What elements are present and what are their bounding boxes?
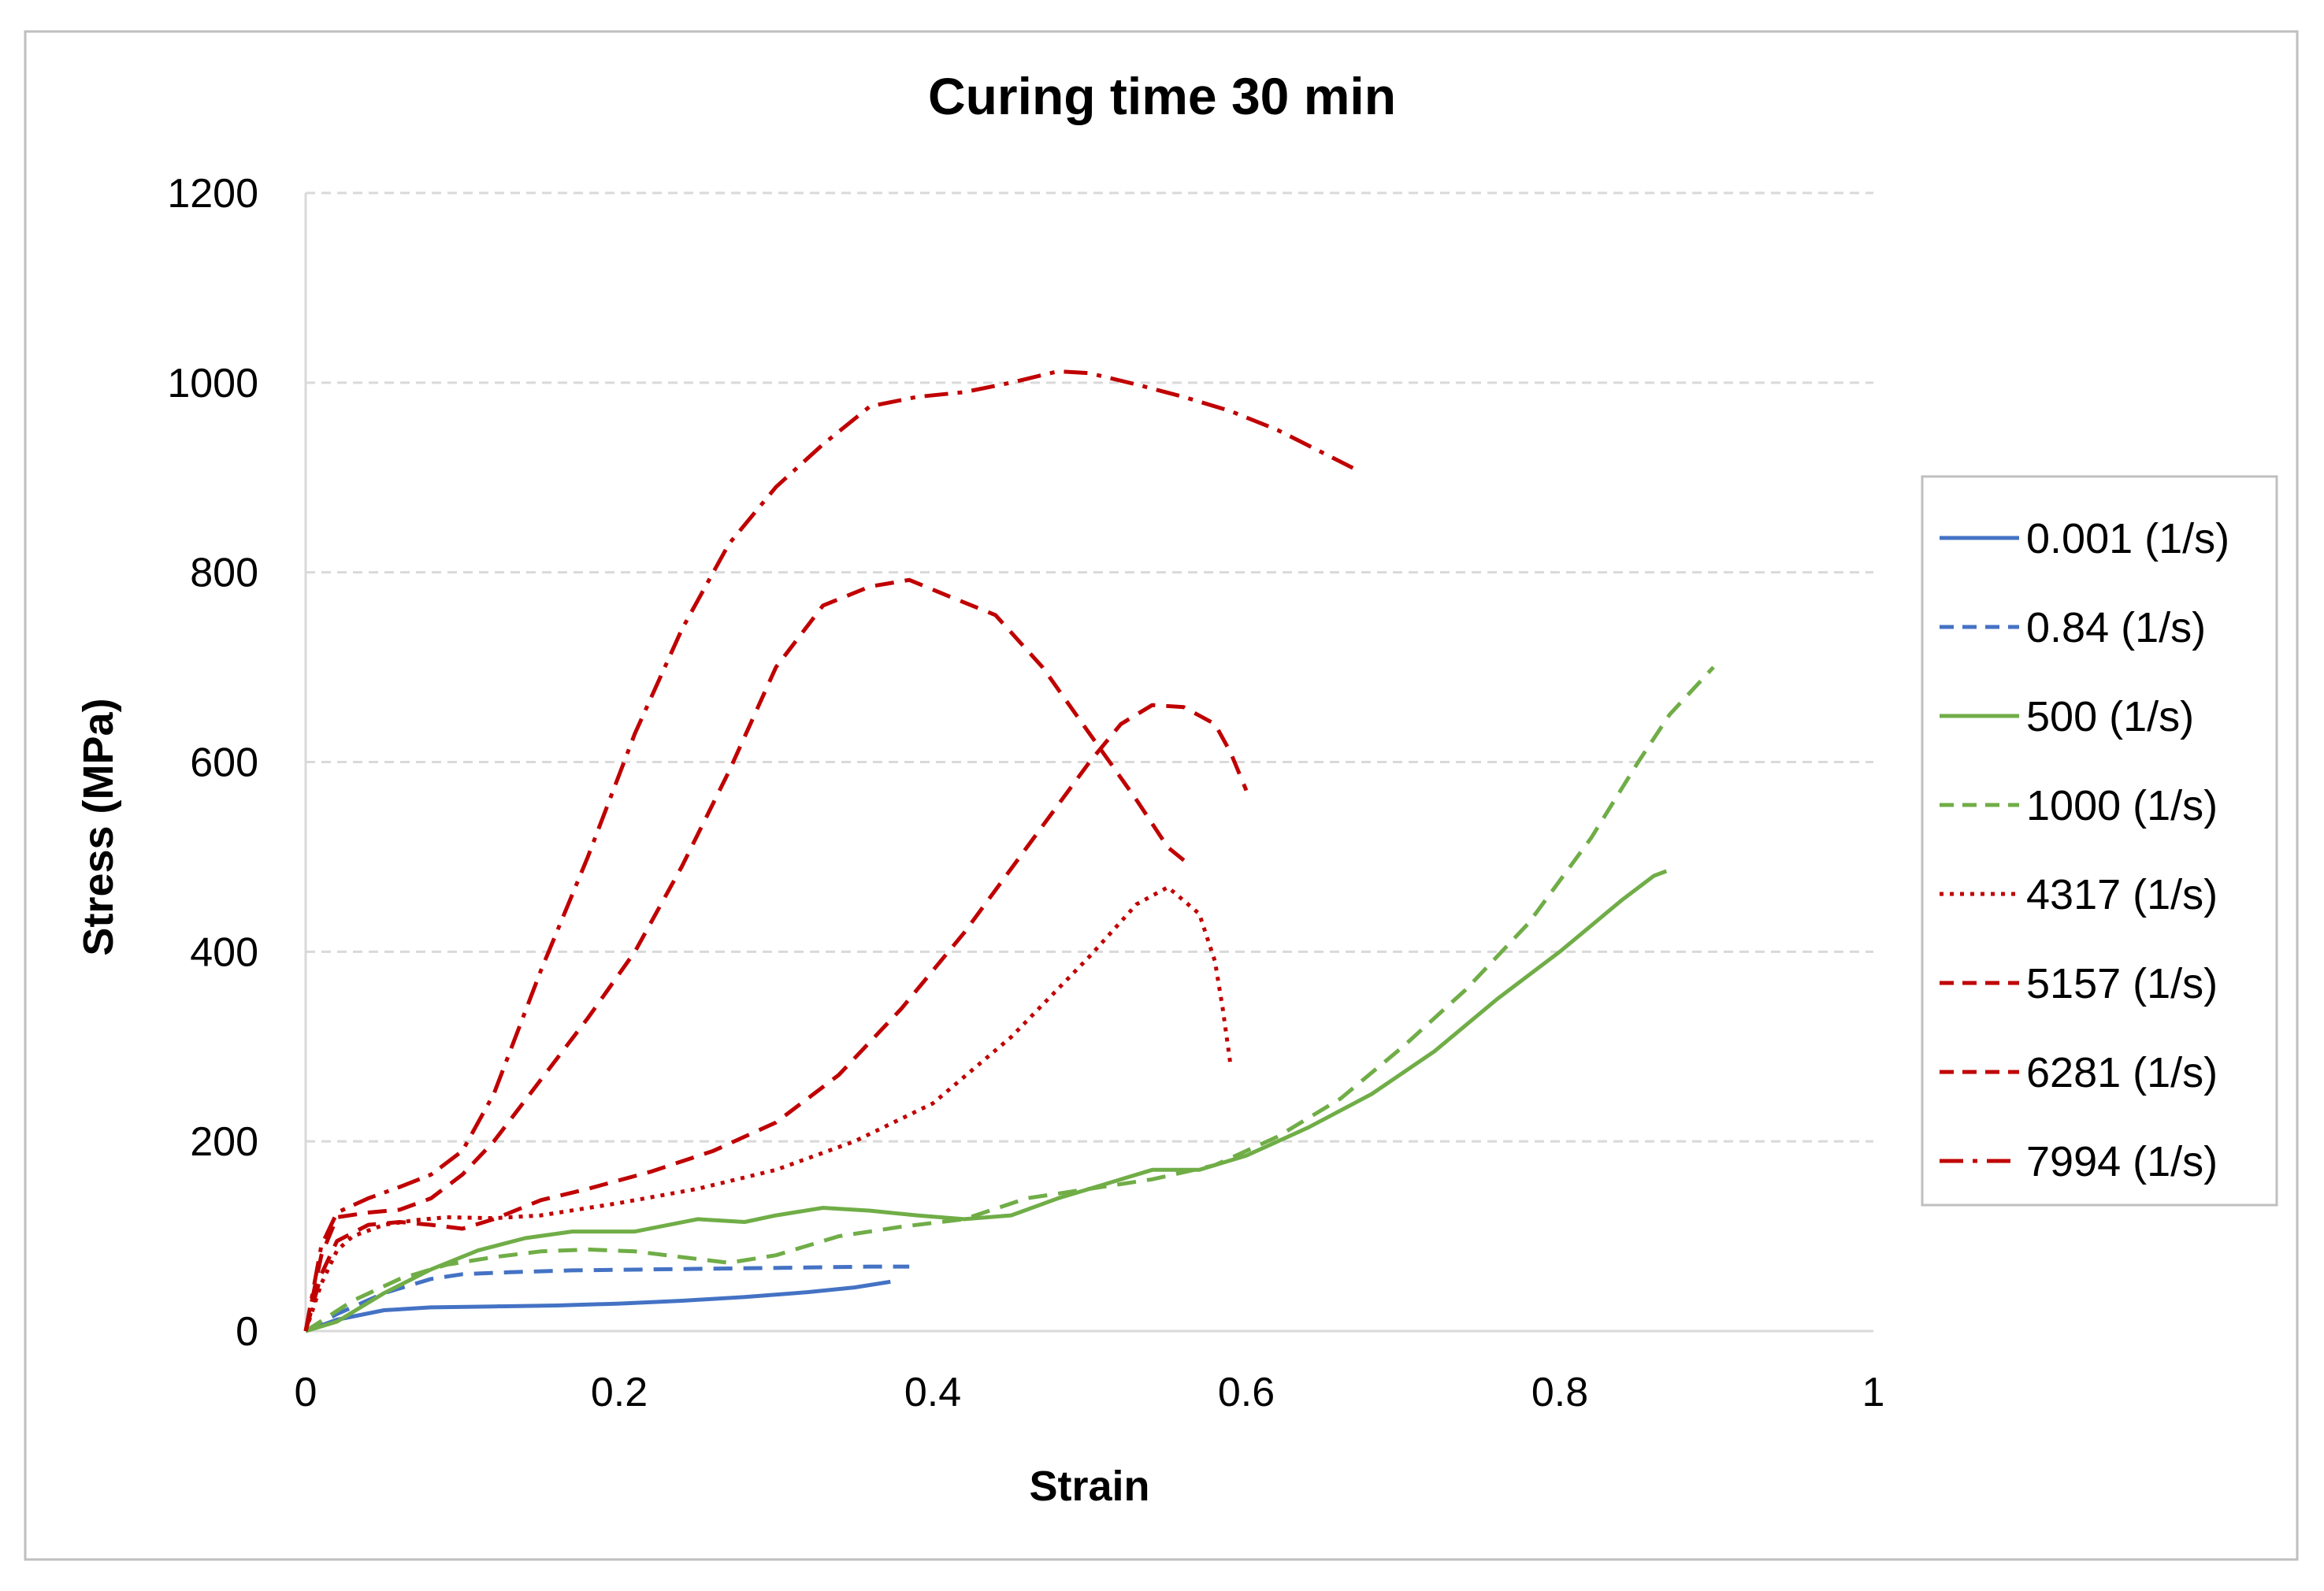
legend-label: 500 (1/s): [2026, 693, 2194, 740]
series-line-3: [305, 869, 1668, 1333]
legend-box: [1921, 475, 2278, 1207]
legend-label: 1000 (1/s): [2026, 782, 2218, 829]
x-tick-label: 0.2: [591, 1370, 648, 1415]
axes: [304, 193, 1873, 1333]
series-lines: [303, 369, 1715, 1333]
y-tick-label: 0: [236, 1309, 258, 1355]
y-tick-label: 1000: [167, 361, 258, 406]
x-axis-title: Strain: [1029, 1463, 1149, 1510]
series-line-8: [303, 369, 1354, 1332]
legend-label: 5157 (1/s): [2026, 960, 2218, 1007]
legend-label: 7994 (1/s): [2026, 1138, 2218, 1185]
y-tick-labels: 0 200 400 600 800 1000 1200: [167, 171, 258, 1355]
y-tick-label: 800: [190, 551, 258, 596]
series-line-5: [303, 885, 1233, 1332]
x-tick-label: 0.8: [1531, 1370, 1588, 1415]
legend: 0.001 (1/s) 0.84 (1/s) 500 (1/s) 1000 (1/s)…: [1921, 475, 2278, 1207]
legend-label: 0.001 (1/s): [2026, 515, 2229, 562]
legend-label: 4317 (1/s): [2026, 871, 2218, 918]
chart-title: Curing time 30 min: [928, 67, 1396, 125]
y-tick-label: 600: [190, 740, 258, 786]
x-tick-label: 1: [1862, 1370, 1885, 1415]
chart-border: [24, 30, 2299, 1561]
legend-label: 6281 (1/s): [2026, 1049, 2218, 1096]
gridlines: [306, 191, 1873, 1143]
x-tick-label: 0.4: [904, 1370, 961, 1415]
series-line-1: [305, 1279, 891, 1333]
y-tick-label: 200: [190, 1119, 258, 1165]
series-line-4: [304, 666, 1715, 1333]
series-line-7: [303, 577, 1193, 1332]
x-tick-labels: 0 0.2 0.4 0.6 0.8 1: [295, 1370, 1885, 1415]
legend-items: 0.001 (1/s) 0.84 (1/s) 500 (1/s) 1000 (1/s)…: [1940, 515, 2229, 1185]
y-axis-title: Stress (MPa): [75, 698, 122, 955]
y-tick-label: 1200: [167, 171, 258, 217]
x-tick-label: 0.6: [1218, 1370, 1275, 1415]
x-tick-label: 0: [295, 1370, 317, 1415]
legend-label: 0.84 (1/s): [2026, 604, 2206, 651]
y-tick-label: 400: [190, 929, 258, 975]
series-line-6: [303, 703, 1249, 1332]
